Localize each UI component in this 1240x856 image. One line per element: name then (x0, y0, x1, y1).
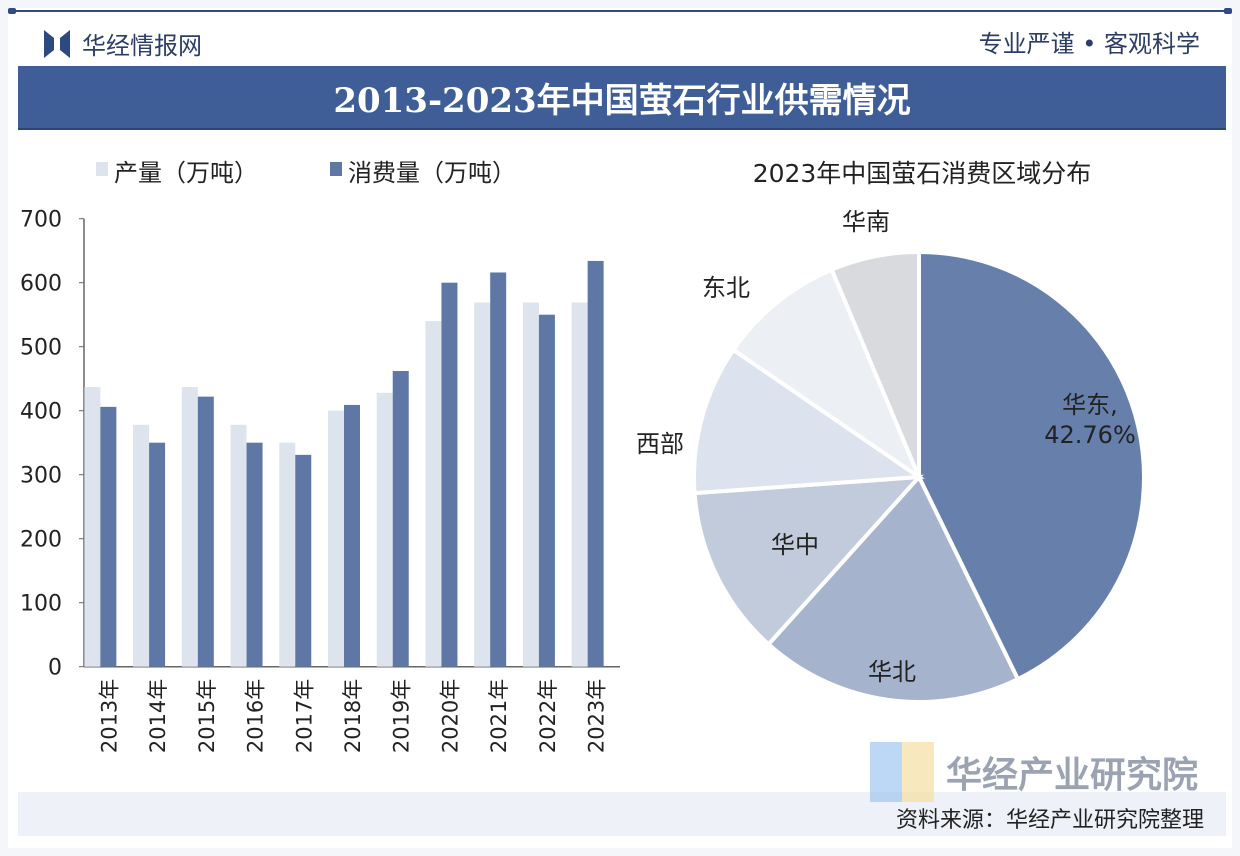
bar-production (522, 302, 539, 667)
slogan: 专业严谨 • 客观科学 (978, 30, 1200, 58)
divider-cap (8, 8, 16, 14)
bar-production (133, 424, 150, 667)
watermark-text: 华经产业研究院 (945, 755, 1198, 796)
pie-label: 华中 (771, 531, 819, 559)
x-tick-label: 2017年 (292, 679, 316, 753)
pie-label: 华东, (1062, 391, 1118, 419)
pie-slice-2 (692, 474, 924, 648)
divider-cap (1224, 8, 1232, 14)
watermark-logo-icon (869, 742, 934, 802)
pie-slice-1 (765, 473, 1021, 704)
x-tick-label: 2019年 (390, 679, 414, 753)
bar-consumption (100, 406, 117, 667)
x-tick-label: 2021年 (487, 679, 511, 753)
bar-consumption (490, 272, 507, 667)
bar-consumption (538, 314, 555, 667)
bar-production (425, 321, 442, 667)
bar-consumption (587, 260, 604, 667)
page-title: 2013-2023年中国萤石行业供需情况 (18, 66, 1226, 130)
pie-label: 42.76% (1044, 421, 1136, 449)
pie-label: 华北 (868, 658, 916, 686)
brand-name: 华经情报网 (82, 32, 202, 60)
source-note: 资料来源：华经产业研究院整理 (895, 808, 1204, 833)
x-tick-label: 2020年 (438, 679, 462, 753)
bar-production (376, 392, 393, 667)
x-tick-label: 2015年 (195, 679, 219, 753)
top-divider (10, 10, 1230, 12)
x-tick-label: 2018年 (341, 679, 365, 753)
y-tick-label: 600 (20, 272, 62, 297)
pie-label: 东北 (702, 274, 750, 302)
bar-production (181, 387, 198, 667)
y-tick-label: 300 (20, 464, 62, 489)
brand: 华经情报网 (44, 26, 202, 61)
bar-consumption (295, 454, 312, 667)
y-tick-label: 0 (48, 656, 62, 681)
pie-label: 华南 (842, 208, 890, 236)
bar-consumption (441, 282, 458, 667)
x-tick-label: 2023年 (585, 679, 609, 753)
legend-label: 消费量（万吨） (348, 159, 516, 187)
watermark: 华经产业研究院 (869, 742, 1198, 802)
pie-slice-3 (692, 347, 925, 496)
legend-label: 产量（万吨） (114, 159, 258, 187)
pie-slice-4 (730, 266, 924, 483)
y-tick-label: 700 (20, 208, 62, 233)
bar-production (279, 442, 296, 667)
y-tick-label: 500 (20, 336, 62, 361)
x-tick-label: 2013年 (97, 679, 121, 753)
pie-slice-0 (917, 249, 1146, 682)
bar-production (230, 424, 247, 667)
legend-swatch (330, 162, 342, 176)
brand-logo-icon (44, 29, 70, 58)
y-tick-label: 200 (20, 528, 62, 553)
y-tick-label: 100 (20, 592, 62, 617)
bar-consumption (149, 442, 166, 667)
bar-consumption (246, 442, 263, 667)
y-tick-label: 400 (20, 400, 62, 425)
footer-bar (18, 792, 1226, 836)
pie-title: 2023年中国萤石消费区域分布 (753, 159, 1092, 188)
legend-swatch (96, 162, 108, 176)
bar-consumption (392, 371, 409, 667)
bar-consumption (344, 404, 360, 667)
bar-production (84, 387, 101, 667)
x-tick-label: 2016年 (244, 679, 268, 753)
bar-consumption (197, 396, 214, 667)
bar-production (328, 410, 344, 667)
x-tick-label: 2022年 (536, 679, 560, 753)
pie-label: 西部 (636, 430, 684, 458)
x-tick-label: 2014年 (146, 679, 170, 753)
bar-production (474, 302, 491, 667)
bar-production (571, 302, 588, 667)
pie-slice-5 (829, 249, 921, 478)
